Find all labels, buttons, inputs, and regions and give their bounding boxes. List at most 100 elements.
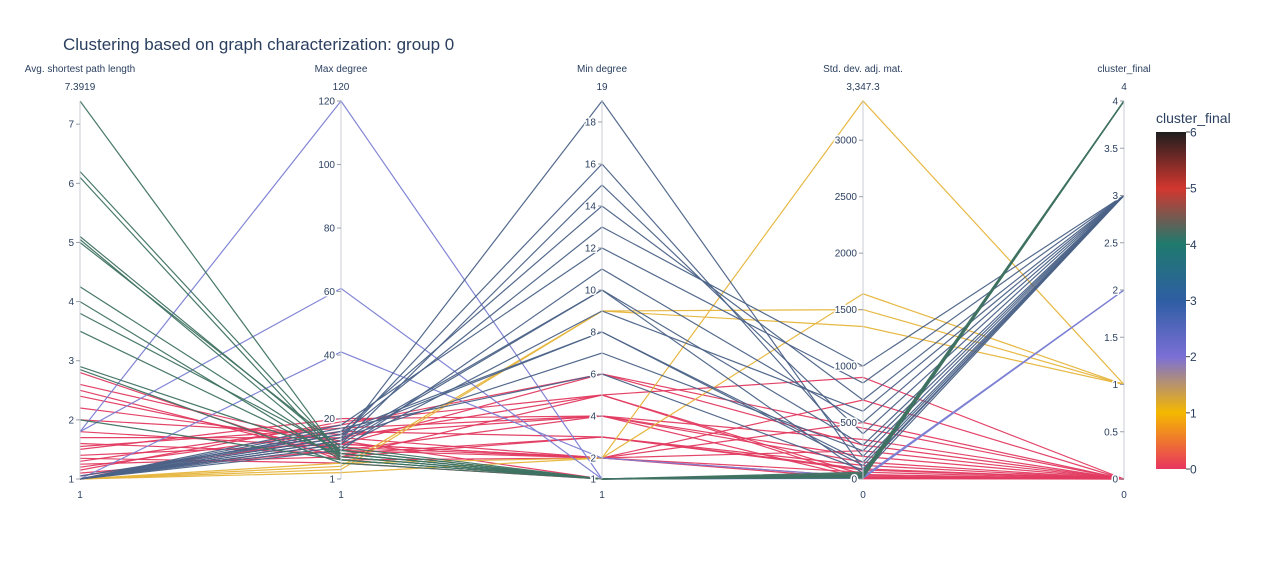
axis-tick-label: 6: [590, 370, 596, 381]
axis-range-min: 1: [77, 490, 83, 501]
axis-tick-label: 1: [329, 475, 335, 486]
axis-label: Min degree: [577, 64, 627, 75]
axis-tick-label: 12: [585, 244, 597, 255]
axis-tick-halo: 8: [590, 328, 596, 339]
axis-tick-halo: 40: [324, 351, 336, 362]
axis-label: cluster_final: [1097, 64, 1150, 75]
axis-tick-label: 3.5: [1104, 144, 1118, 155]
axis-tick-halo: 12: [585, 244, 597, 255]
colorbar-tick-label: 6: [1190, 126, 1197, 140]
axis-tick-halo: 18: [585, 118, 597, 129]
axis-tick-halo: 6: [68, 179, 74, 190]
axis-tick-label: 60: [324, 287, 336, 298]
colorbar-title: cluster_final: [1156, 110, 1231, 126]
axis-range-min: 0: [1121, 490, 1127, 501]
axis-tick-label: 2000: [835, 249, 858, 260]
axis-tick-halo: 2.5: [1104, 238, 1118, 249]
axis-tick-label: 1: [68, 475, 74, 486]
axis-tick-label: 8: [590, 328, 596, 339]
axis-tick-label: 3: [1112, 191, 1118, 202]
axis-tick-label: 2.5: [1104, 238, 1118, 249]
axis-range-max: 19: [596, 82, 608, 93]
colorbar-tick-label: 5: [1190, 182, 1197, 196]
axis-tick-label: 7: [68, 120, 74, 131]
axis-range-max: 4: [1121, 82, 1127, 93]
axis-label: Avg. shortest path length: [25, 64, 135, 75]
colorbar-tick-label: 0: [1190, 463, 1197, 477]
axis-range-max: 7.3919: [65, 82, 96, 93]
axis-tick-label: 2: [1112, 286, 1118, 297]
axis-tick-halo: 500: [840, 418, 857, 429]
axis-tick-label: 0: [1112, 475, 1118, 486]
axis-tick-label: 4: [590, 412, 596, 423]
axis-tick-label: 1.5: [1104, 333, 1118, 344]
axis-label: Max degree: [315, 64, 368, 75]
axis-tick-label: 1: [1112, 380, 1118, 391]
axis-tick-label: 1: [590, 475, 596, 486]
axis-tick-label: 80: [324, 224, 336, 235]
axis-label: Std. dev. adj. mat.: [823, 64, 903, 75]
axis-tick-halo: 120: [318, 97, 335, 108]
axis-tick-label: 1000: [835, 362, 858, 373]
axis-tick-halo: 4: [590, 412, 596, 423]
axis-tick-label: 1500: [835, 305, 858, 316]
colorbar: cluster_final 0 1 2 3 4 5 6: [1156, 110, 1231, 477]
axis-tick-halo: 1: [329, 475, 335, 486]
axis-tick-halo: 14: [585, 202, 597, 213]
axis-tick-halo: 1000: [835, 362, 858, 373]
axis-tick-halo: 4: [1112, 97, 1118, 108]
axis-tick-halo: 2: [1112, 286, 1118, 297]
axis-tick-halo: 3: [68, 356, 74, 367]
axis-tick-halo: 0: [851, 475, 857, 486]
colorbar-tick-label: 1: [1190, 406, 1197, 420]
axis-tick-label: 18: [585, 118, 597, 129]
axis-tick-halo: 6: [590, 370, 596, 381]
axis-tick-label: 2: [68, 415, 74, 426]
axis-tick-label: 3: [68, 356, 74, 367]
axis-tick-label: 0.5: [1104, 427, 1118, 438]
axis-tick-halo: 60: [324, 287, 336, 298]
axis-tick-halo: 10: [585, 286, 597, 297]
axis-tick-label: 4: [68, 297, 74, 308]
axis-tick-halo: 2: [590, 454, 596, 465]
axis-range-min: 1: [338, 490, 344, 501]
axis-tick-halo: 20: [324, 414, 336, 425]
axis-4[interactable]: cluster_final40000.50.5111.51.5222.52.53…: [1097, 64, 1150, 501]
axis-tick-label: 500: [840, 418, 857, 429]
colorbar-tick-label: 2: [1190, 350, 1197, 364]
colorbar-tick-label: 3: [1190, 294, 1197, 308]
axis-tick-halo: 2000: [835, 249, 858, 260]
axis-tick-halo: 0.5: [1104, 427, 1118, 438]
axis-tick-halo: 2: [68, 415, 74, 426]
axis-tick-halo: 7: [68, 120, 74, 131]
axis-tick-halo: 1500: [835, 305, 858, 316]
axis-2[interactable]: Min degree191112244668810101212141416161…: [577, 64, 627, 501]
axis-tick-halo: 3000: [835, 136, 858, 147]
colorbar-gradient: [1156, 132, 1186, 469]
axis-tick-halo: 5: [68, 238, 74, 249]
axis-tick-label: 10: [585, 286, 597, 297]
axis-tick-label: 100: [318, 160, 335, 171]
axis-tick-label: 120: [318, 97, 335, 108]
axis-tick-label: 2: [590, 454, 596, 465]
axis-tick-halo: 2500: [835, 192, 858, 203]
axis-0[interactable]: Avg. shortest path length7.3919111223344…: [25, 64, 135, 501]
axis-tick-label: 3000: [835, 136, 858, 147]
axis-tick-halo: 3.5: [1104, 144, 1118, 155]
axis-tick-halo: 4: [68, 297, 74, 308]
axes-layer: Avg. shortest path length7.3919111223344…: [25, 64, 1151, 501]
axis-tick-label: 16: [585, 160, 597, 171]
axis-tick-halo: 1: [1112, 380, 1118, 391]
axis-tick-label: 4: [1112, 97, 1118, 108]
axis-3[interactable]: Std. dev. adj. mat.3,347.300050050010001…: [823, 64, 903, 501]
axis-tick-halo: 100: [318, 160, 335, 171]
axis-range-min: 0: [860, 490, 866, 501]
axis-tick-halo: 1: [590, 475, 596, 486]
axis-range-min: 1: [599, 490, 605, 501]
colorbar-tick-label: 4: [1190, 238, 1197, 252]
axis-tick-label: 14: [585, 202, 597, 213]
axis-tick-halo: 1.5: [1104, 333, 1118, 344]
axis-tick-label: 40: [324, 351, 336, 362]
axis-1[interactable]: Max degree120111202040406060808010010012…: [315, 64, 368, 501]
